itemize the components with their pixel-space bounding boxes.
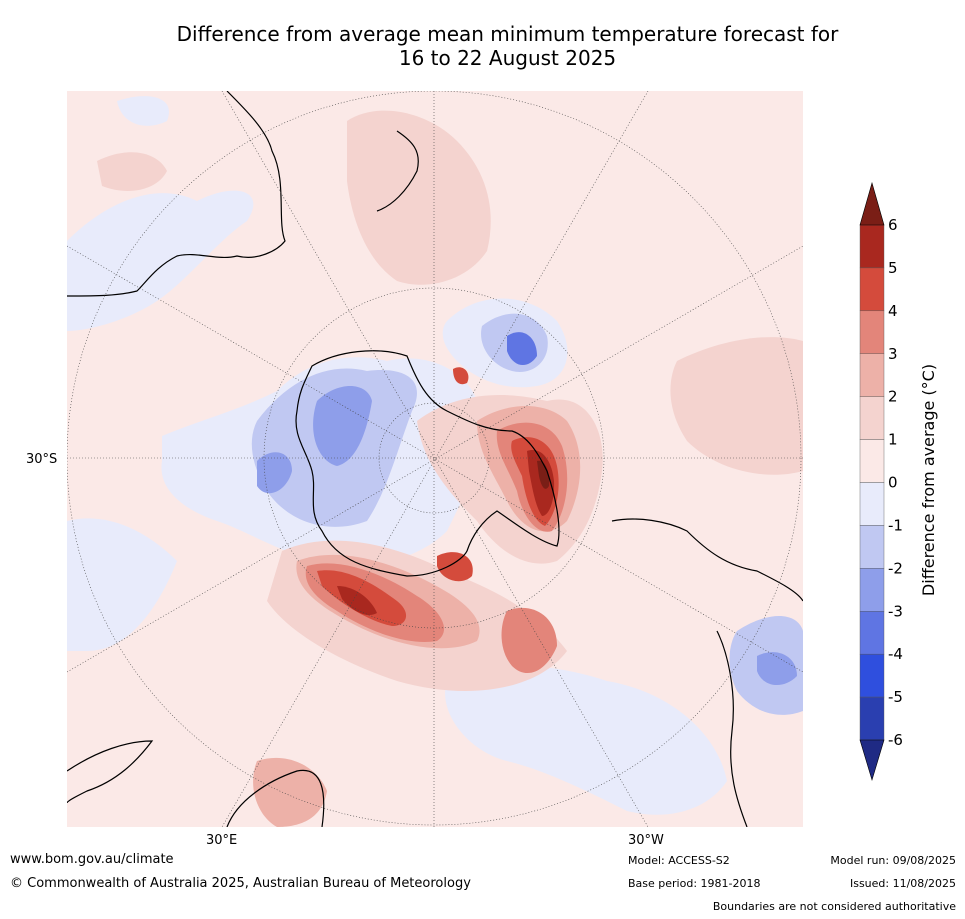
footer-issued: Issued: 11/08/2025 — [849, 877, 956, 890]
footer-model-run: Model run: 09/08/2025 — [830, 854, 956, 867]
colorbar-bin — [859, 439, 885, 483]
colorbar-over-arrow — [859, 181, 885, 226]
footer-base-period: Base period: 1981-2018 — [628, 877, 761, 890]
colorbar-bin — [859, 396, 885, 440]
colorbar-tick-label: 0 — [888, 474, 898, 492]
colorbar-bin — [859, 696, 885, 741]
colorbar-bins — [859, 224, 885, 741]
colorbar-tick-label: -6 — [888, 731, 903, 749]
footer-model: Model: ACCESS-S2 — [628, 854, 730, 867]
footer-website[interactable]: www.bom.gov.au/climate — [10, 852, 174, 867]
footer-disclaimer: Boundaries are not considered authoritat… — [712, 900, 956, 913]
lat-label-30s: 30°S — [26, 452, 58, 467]
graticule — [67, 91, 803, 827]
colorbar-tick-label: -5 — [888, 688, 903, 706]
colorbar-under-arrow — [859, 739, 885, 782]
anomaly-map — [67, 91, 803, 827]
colorbar-tick-label: 6 — [888, 216, 898, 234]
colorbar: 6 5 4 3 2 1 0 -1 -2 -3 -4 -5 -6 Difference from aver… — [859, 181, 938, 782]
colorbar-bin — [859, 568, 885, 612]
colorbar-tick-label: 4 — [888, 302, 898, 320]
cool-anomaly-regions — [67, 96, 803, 815]
colorbar-tick-label: -4 — [888, 645, 903, 663]
colorbar-bin — [859, 267, 885, 312]
colorbar-bin — [859, 353, 885, 397]
title-line-1: Difference from average mean minimum tem… — [176, 22, 839, 46]
lon-label-30e: 30°E — [206, 833, 238, 848]
colorbar-bin — [859, 310, 885, 354]
colorbar-tick-label: 1 — [888, 431, 898, 449]
colorbar-tick-label: -2 — [888, 559, 903, 577]
colorbar-tick-label: 5 — [888, 259, 898, 277]
footer-copyright: © Commonwealth of Australia 2025, Austra… — [10, 876, 471, 891]
colorbar-tick-label: 3 — [888, 345, 898, 363]
colorbar-tick-label: 2 — [888, 388, 898, 406]
colorbar-tick-label: -3 — [888, 602, 903, 620]
colorbar-tick-label: -1 — [888, 516, 903, 534]
colorbar-ticks: 6 5 4 3 2 1 0 -1 -2 -3 -4 -5 -6 — [888, 216, 903, 749]
warm-anomaly-regions — [97, 110, 803, 827]
chart-title: Difference from average mean minimum tem… — [0, 22, 965, 70]
colorbar-bin — [859, 525, 885, 569]
colorbar-bin — [859, 224, 885, 269]
coastlines — [67, 91, 803, 827]
colorbar-bin — [859, 611, 885, 655]
lon-label-30w: 30°W — [628, 833, 664, 848]
colorbar-bin — [859, 482, 885, 526]
colorbar-bin — [859, 653, 885, 698]
title-line-2: 16 to 22 August 2025 — [398, 46, 617, 70]
colorbar-label: Difference from average (°C) — [919, 364, 938, 596]
